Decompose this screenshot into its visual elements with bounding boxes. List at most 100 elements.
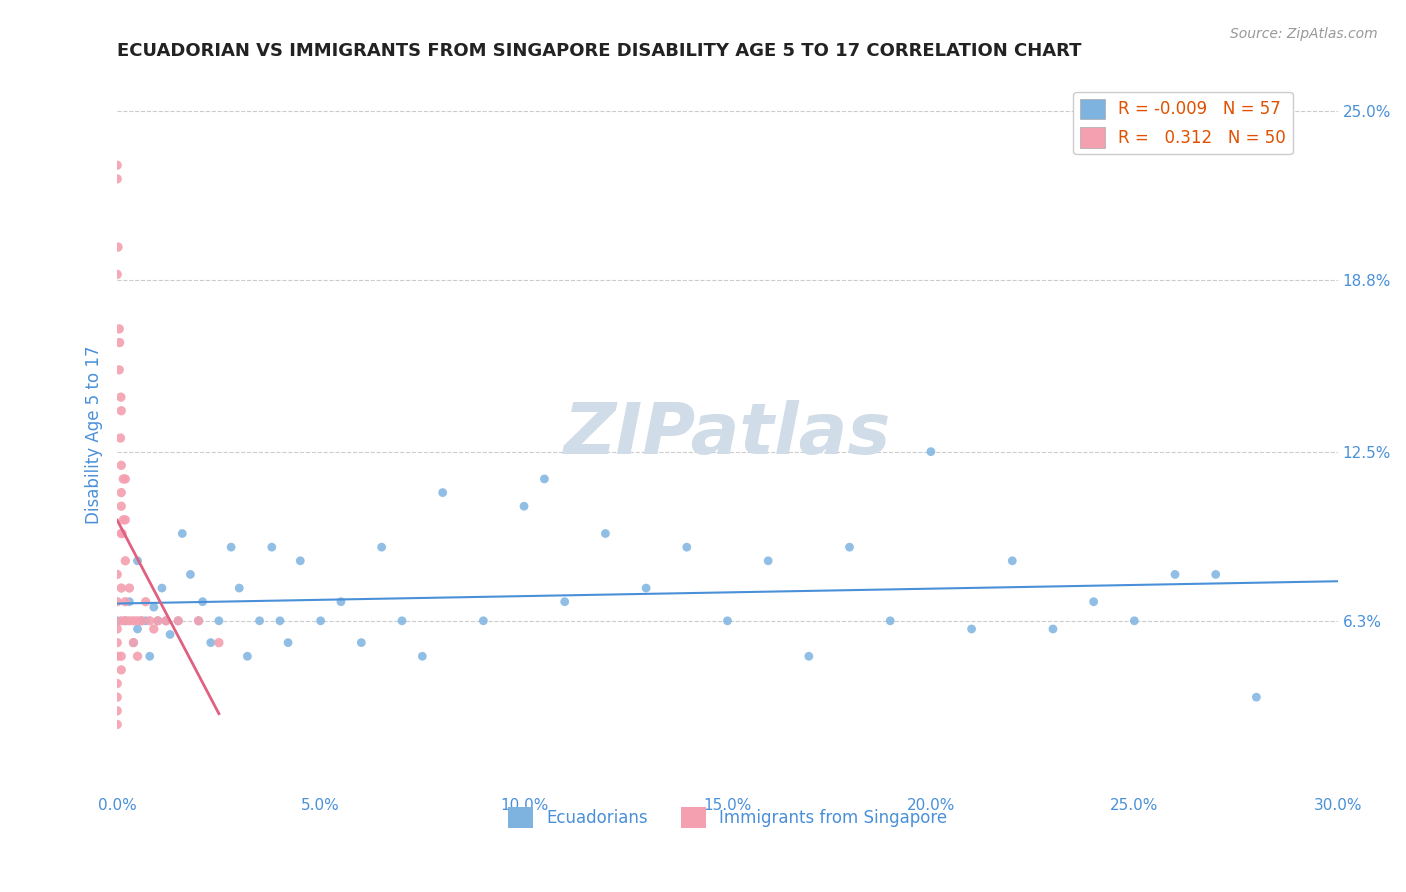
Point [150, 581, 173, 595]
Point [159, 627, 181, 641]
Point [110, 403, 132, 417]
Text: ECUADORIAN VS IMMIGRANTS FROM SINGAPORE DISABILITY AGE 5 TO 17 CORRELATION CHART: ECUADORIAN VS IMMIGRANTS FROM SINGAPORE … [117, 42, 1081, 60]
Point [110, 649, 132, 664]
Point [105, 567, 128, 582]
Text: Source: ZipAtlas.com: Source: ZipAtlas.com [1230, 27, 1378, 41]
Point [118, 581, 141, 595]
Point [114, 554, 136, 568]
Point [114, 614, 136, 628]
Point [228, 581, 250, 595]
Point [1083, 595, 1105, 609]
Point [122, 614, 145, 628]
Point [1123, 614, 1146, 628]
Point [114, 513, 136, 527]
Point [595, 526, 617, 541]
Point [208, 614, 231, 628]
Point [260, 540, 283, 554]
Point [105, 717, 128, 731]
Point [142, 622, 165, 636]
Point [110, 526, 132, 541]
Point [269, 614, 291, 628]
Point [108, 335, 131, 350]
Point [309, 614, 332, 628]
Point [472, 614, 495, 628]
Point [122, 635, 145, 649]
Point [131, 614, 153, 628]
Point [879, 614, 901, 628]
Point [960, 622, 983, 636]
Point [920, 444, 942, 458]
Point [110, 458, 132, 473]
Point [105, 268, 128, 282]
Point [411, 649, 433, 664]
Point [187, 614, 209, 628]
Legend: Ecuadorians, Immigrants from Singapore: Ecuadorians, Immigrants from Singapore [501, 801, 955, 834]
Point [432, 485, 454, 500]
Point [114, 472, 136, 486]
Point [146, 614, 169, 628]
Point [290, 554, 312, 568]
Point [127, 649, 149, 664]
Point [127, 622, 149, 636]
Point [146, 614, 169, 628]
Point [105, 614, 128, 628]
Point [370, 540, 392, 554]
Point [675, 540, 697, 554]
Point [187, 614, 209, 628]
Point [105, 595, 128, 609]
Point [108, 322, 131, 336]
Point [105, 649, 128, 664]
Point [513, 500, 536, 514]
Point [107, 240, 129, 254]
Point [391, 614, 413, 628]
Point [155, 614, 177, 628]
Point [277, 635, 299, 649]
Point [219, 540, 242, 554]
Point [114, 614, 136, 628]
Point [110, 614, 132, 628]
Text: ZIPatlas: ZIPatlas [564, 401, 891, 469]
Point [533, 472, 555, 486]
Point [131, 614, 153, 628]
Point [105, 635, 128, 649]
Point [554, 595, 576, 609]
Point [127, 554, 149, 568]
Point [118, 595, 141, 609]
Point [110, 663, 132, 677]
Point [167, 614, 190, 628]
Point [1205, 567, 1227, 582]
Point [114, 595, 136, 609]
Point [105, 158, 128, 172]
Point [636, 581, 658, 595]
Point [118, 614, 141, 628]
Point [172, 526, 194, 541]
Point [110, 581, 132, 595]
Point [112, 513, 135, 527]
Point [111, 526, 134, 541]
Point [105, 704, 128, 718]
Point [236, 649, 259, 664]
Point [127, 614, 149, 628]
Point [838, 540, 860, 554]
Point [167, 614, 190, 628]
Point [756, 554, 779, 568]
Y-axis label: Disability Age 5 to 17: Disability Age 5 to 17 [86, 345, 103, 524]
Point [1246, 690, 1268, 705]
Point [797, 649, 820, 664]
Point [105, 690, 128, 705]
Point [108, 363, 131, 377]
Point [105, 172, 128, 186]
Point [1042, 622, 1064, 636]
Point [191, 595, 214, 609]
Point [110, 390, 132, 404]
Point [135, 595, 157, 609]
Point [110, 500, 132, 514]
Point [135, 614, 157, 628]
Point [716, 614, 738, 628]
Point [1164, 567, 1187, 582]
Point [110, 485, 132, 500]
Point [179, 567, 201, 582]
Point [122, 635, 145, 649]
Point [105, 622, 128, 636]
Point [105, 676, 128, 690]
